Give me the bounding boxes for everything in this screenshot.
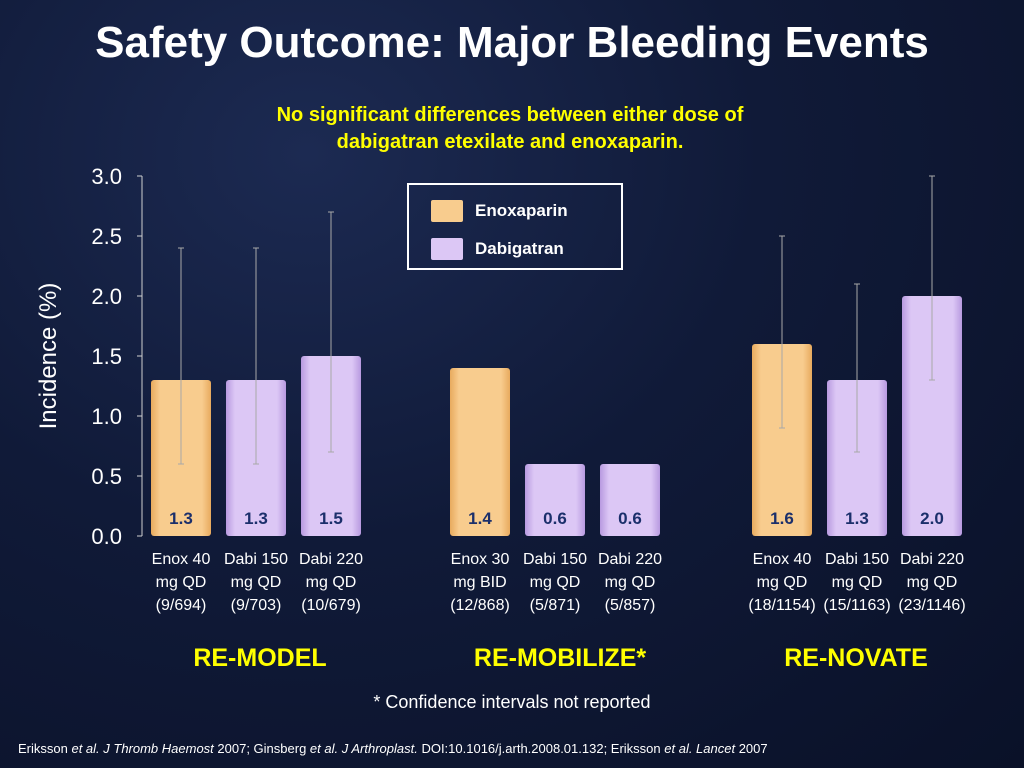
x-category-label: Dabi 220 [900,551,964,568]
legend-label-dabigatran: Dabigatran [475,239,564,258]
group-label-re-mobilize: RE-MOBILIZE* [473,644,647,672]
bar [450,368,510,536]
x-category-label: Enox 30 [451,551,510,568]
bar-value-label: 1.3 [845,509,869,528]
citation-part: 2007 [735,741,768,756]
y-axis-label: Incidence (%) [35,282,62,430]
legend-swatch-enoxaparin [431,200,463,222]
y-tick-label: 3.0 [91,164,122,189]
legend-item-enoxaparin: Enoxaparin [431,198,568,224]
x-category-label: mg QD [832,574,883,591]
subtitle-line-2: dabigatran etexilate and enoxaparin. [336,131,684,153]
x-category-label: mg QD [757,574,808,591]
y-tick-label: 1.0 [91,404,122,429]
bar-value-label: 1.3 [244,509,268,528]
x-category-label: Dabi 220 [598,551,662,568]
citation-part: et al. J Arthroplast. [309,741,418,756]
x-category-label: mg QD [605,574,656,591]
slide-title: Safety Outcome: Major Bleeding Events [95,18,929,67]
x-category-label: Dabi 220 [299,551,363,568]
citation-part: 2007; Ginsberg [213,741,310,756]
x-category-label: mg QD [530,574,581,591]
citation-part: Eriksson [18,741,72,756]
citation-part: et al. J Thromb Haemost [71,741,214,756]
x-category-label: (23/1146) [898,597,965,614]
bar [752,344,812,536]
bar-value-label: 1.4 [468,509,492,528]
bar [827,380,887,536]
slide-subtitle: No significant differences between eithe… [230,102,790,156]
legend-swatch-dabigatran [431,238,463,260]
y-tick-label: 2.0 [91,284,122,309]
x-category-label: mg QD [907,574,958,591]
bar [902,296,962,536]
x-category-label: Dabi 150 [523,551,587,568]
subtitle-line-1: No significant differences between eithe… [276,104,744,126]
x-category-label: mg QD [231,574,282,591]
legend-item-dabigatran: Dabigatran [431,236,564,262]
y-tick-label: 2.5 [91,224,122,249]
x-category-label: (9/694) [156,597,207,614]
bar-value-label: 2.0 [920,509,944,528]
x-category-label: mg QD [156,574,207,591]
bar-value-label: 0.6 [618,509,642,528]
group-label-re-novate: RE-NOVATE [784,644,928,672]
x-category-label: (9/703) [231,597,282,614]
bar [600,464,660,536]
x-category-label: (10/679) [301,597,361,614]
x-category-label: Enox 40 [152,551,211,568]
bar-value-label: 1.3 [169,509,193,528]
bar-value-label: 0.6 [543,509,567,528]
x-category-label: (18/1154) [748,597,815,614]
bar-value-label: 1.6 [770,509,794,528]
citation-part: DOI:10.1016/j.arth.2008.01.132; Eriksson [417,741,665,756]
bar-value-label: 1.5 [319,509,343,528]
x-category-label: mg BID [453,574,506,591]
bar [525,464,585,536]
x-category-label: (12/868) [450,597,510,614]
footnote: * Confidence intervals not reported [373,692,651,712]
y-tick-label: 1.5 [91,344,122,369]
citation: Eriksson et al. J Thromb Haemost 2007; G… [18,741,768,756]
y-tick-label: 0.0 [91,524,122,549]
x-category-label: Dabi 150 [224,551,288,568]
x-category-label: (15/1163) [823,597,890,614]
citation-part: et al. Lancet [664,741,736,756]
y-tick-label: 0.5 [91,464,122,489]
x-category-label: Enox 40 [753,551,812,568]
group-label-re-model: RE-MODEL [193,644,327,672]
chart-legend: Enoxaparin Dabigatran [407,183,623,270]
x-category-label: (5/857) [605,597,656,614]
x-category-label: mg QD [306,574,357,591]
x-category-label: Dabi 150 [825,551,889,568]
x-category-label: (5/871) [530,597,581,614]
legend-label-enoxaparin: Enoxaparin [475,201,568,220]
